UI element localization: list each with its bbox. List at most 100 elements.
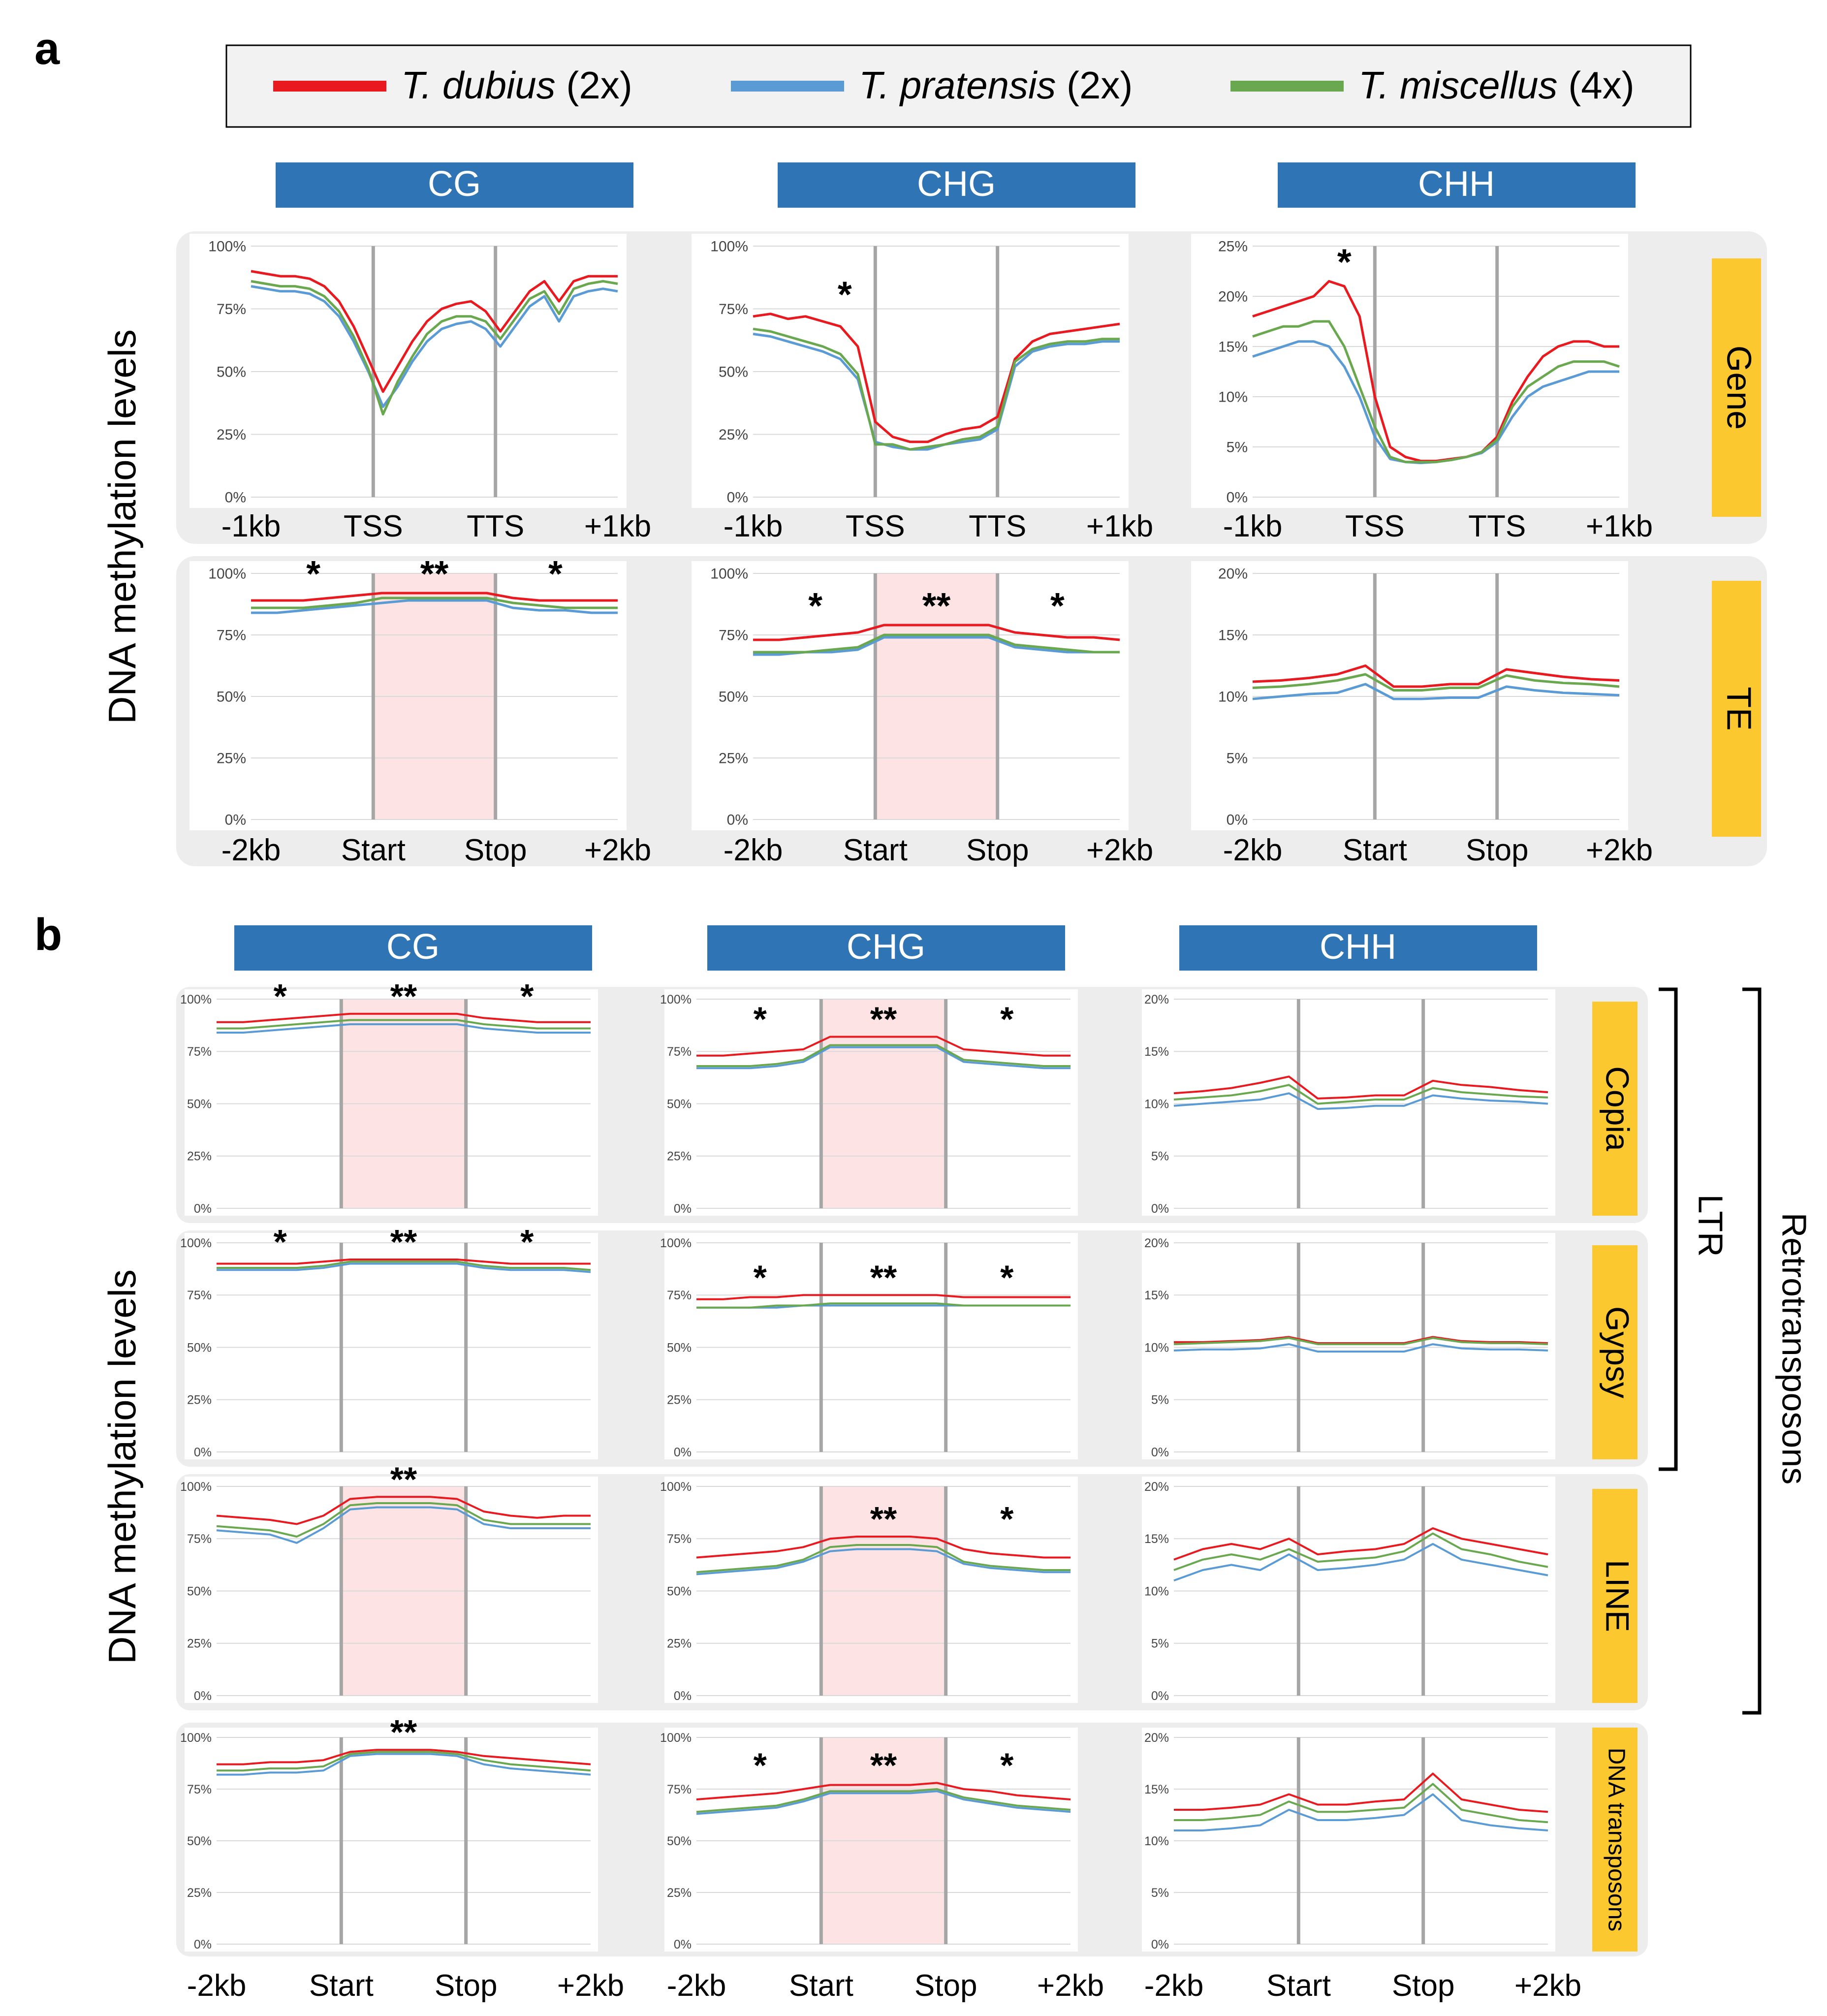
series-line-dubius [1173, 1527, 1548, 1561]
retro-bracket [1742, 987, 1762, 1715]
x-tick-label: Start [309, 1969, 374, 2003]
y-tick-label: 0% [1227, 812, 1248, 828]
y-tick-label: 50% [719, 689, 748, 705]
y-tick-label: 0% [225, 812, 246, 828]
y-tick-label: 25% [187, 1637, 212, 1651]
y-tick-label: 100% [180, 1731, 212, 1745]
y-tick-label: 20% [1144, 1236, 1169, 1250]
panel-b-row-label-copia: Copia [1600, 1066, 1636, 1151]
y-tick-label: 5% [1151, 1637, 1169, 1651]
panel-b-row-tag-line [1592, 1489, 1638, 1703]
significance-mark: * [808, 585, 822, 626]
series-line-pratensis [753, 333, 1120, 451]
significance-mark: * [838, 274, 852, 315]
panel-b-row-tag-copia [1592, 1002, 1638, 1216]
chart-a-te-chh: 0% 5% 10% 15% 20% -2kb Start Stop +2kb [1191, 561, 1653, 867]
series-line-pratensis [696, 1046, 1071, 1070]
y-tick-label: 0% [194, 1202, 212, 1216]
y-tick-label: 15% [1144, 1045, 1169, 1059]
chart-b-dna-transposons-cg: 0% 25% 50% 75% 100% ** -2kb Start Stop +2kb [180, 1713, 624, 2003]
y-tick-label: 50% [187, 1834, 212, 1848]
significance-mark: ** [870, 1000, 897, 1039]
y-tick-label: 25% [667, 1886, 692, 1900]
y-tick-label: 25% [719, 427, 748, 443]
series-line-dubius [753, 624, 1120, 641]
y-tick-label: 75% [217, 301, 246, 317]
x-tick-label: +2kb [1586, 833, 1653, 867]
y-tick-label: 15% [1218, 339, 1248, 355]
series-line-dubius [1173, 1075, 1548, 1100]
y-tick-label: 5% [1227, 751, 1248, 767]
series-line-miscellus [217, 1019, 591, 1030]
y-tick-label: 20% [1144, 1480, 1169, 1494]
y-tick-label: 75% [187, 1783, 212, 1796]
panel-a-header-label-chh: CHH [1418, 164, 1495, 204]
chart-a-te-chg: 0%25%50%75%100%* ** *-2kb Start Stop +2kb [692, 561, 1153, 867]
chart-b-gypsy-cg: 0%25%50%75%100% * ** * [180, 1223, 598, 1459]
plot-card [1142, 1233, 1555, 1459]
panel-a-header-label-chg: CHG [917, 164, 996, 204]
chart-b-line-chh: 0% 5% 10% 15% 20% [1142, 1477, 1555, 1703]
y-tick-label: 10% [1144, 1341, 1169, 1354]
panel-a-row-tag-te [1712, 581, 1761, 837]
y-tick-label: 10% [1144, 1097, 1169, 1111]
series-line-miscellus [696, 1044, 1071, 1067]
series-line-miscellus [696, 1788, 1071, 1813]
series-line-pratensis [1173, 1092, 1548, 1110]
series-line-miscellus [696, 1302, 1071, 1309]
x-tick-label: Start [1343, 833, 1407, 867]
chart-b-gypsy-chg: 0%25%50%75%100%* ** * [660, 1233, 1078, 1459]
y-tick-label: 0% [1151, 1689, 1169, 1703]
series-line-pratensis [251, 285, 618, 408]
significance-mark: ** [870, 1746, 897, 1784]
panel-b-row-label-line: LINE [1600, 1560, 1636, 1632]
significance-mark: ** [390, 1223, 417, 1261]
significance-mark: ** [870, 1258, 897, 1296]
y-tick-label: 25% [1218, 239, 1248, 255]
y-tick-label: 100% [180, 1236, 212, 1250]
y-tick-label: 5% [1227, 440, 1248, 456]
x-tick-label: -1kb [221, 509, 281, 543]
series-line-pratensis [1174, 1793, 1548, 1831]
significance-mark: ** [390, 977, 417, 1015]
series-line-miscellus [1173, 1532, 1548, 1571]
legend-label-pratensis: T. pratensis (2x) [859, 63, 1133, 107]
series-line-miscellus [1173, 1084, 1548, 1105]
y-tick-label: 25% [667, 1393, 692, 1407]
series-line-miscellus [251, 280, 618, 416]
y-tick-label: 100% [660, 1236, 692, 1250]
series-line-dubius [216, 1496, 591, 1525]
significance-mark: * [274, 1223, 287, 1261]
y-tick-label: 50% [667, 1097, 692, 1111]
y-tick-label: 100% [208, 239, 246, 255]
y-tick-label: 10% [1218, 389, 1248, 406]
y-tick-label: 50% [667, 1341, 692, 1354]
significance-mark: * [754, 1746, 767, 1784]
y-tick-label: 0% [225, 490, 246, 506]
chart-b-line-cg: 0% 25% 50% 75% 100% ** [180, 1460, 598, 1703]
significance-mark: * [1000, 1746, 1014, 1784]
y-tick-label: 15% [1144, 1783, 1169, 1796]
chart-b-dna-transposons-chg: 0%25%50%75%100%* ** *-2kb Start Stop +2kb [660, 1728, 1104, 2003]
series-line-dubius [1174, 1772, 1548, 1813]
series-line-pratensis [1173, 1543, 1548, 1582]
series-line-miscellus [251, 597, 618, 609]
y-tick-label: 10% [1144, 1834, 1169, 1848]
y-tick-label: 50% [667, 1584, 692, 1598]
y-tick-label: 20% [1218, 289, 1248, 305]
significance-mark: * [306, 553, 320, 594]
x-tick-label: +2kb [1037, 1969, 1104, 2003]
x-tick-label: TTS [467, 509, 524, 543]
legend-label-dubius: T. dubius (2x) [401, 63, 632, 107]
y-tick-label: 75% [719, 628, 748, 644]
series-line-miscellus [696, 1544, 1071, 1574]
y-tick-label: 75% [667, 1532, 692, 1546]
x-tick-label: +1kb [584, 509, 651, 543]
y-tick-label: 100% [660, 993, 692, 1007]
y-tick-label: 15% [1218, 628, 1248, 644]
y-tick-label: 25% [217, 751, 246, 767]
x-tick-label: -2kb [724, 833, 783, 867]
panel-a-letter: a [34, 24, 60, 74]
series-line-miscellus [216, 1502, 591, 1538]
panel-b-row-tag-gypsy [1592, 1245, 1638, 1459]
